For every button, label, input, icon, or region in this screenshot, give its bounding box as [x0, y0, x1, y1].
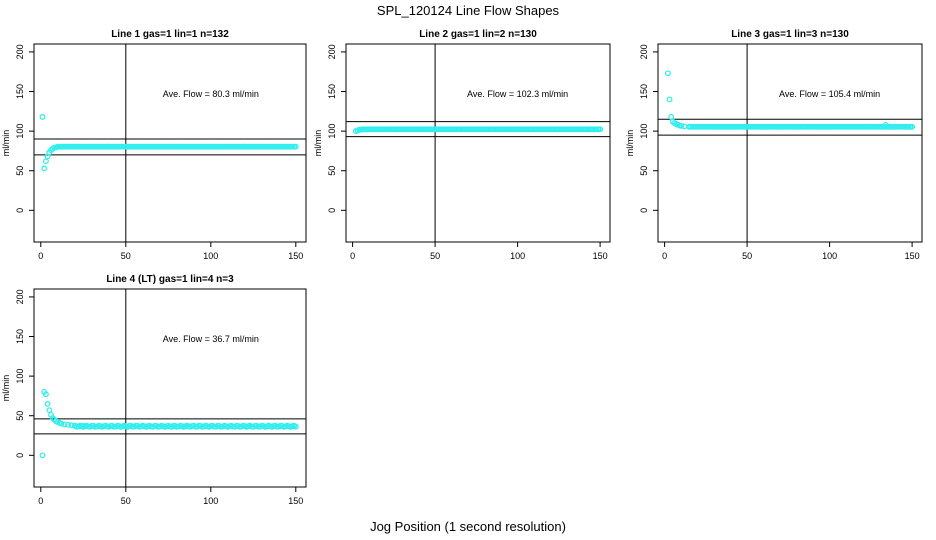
plot-frame [345, 43, 611, 243]
x-tick-label: 50 [742, 251, 752, 261]
data-point [909, 123, 916, 130]
x-tick-label: 100 [203, 496, 218, 506]
x-tick-label: 100 [510, 251, 525, 261]
data-point [61, 421, 68, 428]
x-axis-caption: Jog Position (1 second resolution) [370, 519, 566, 534]
x-tick-label: 150 [593, 251, 608, 261]
data-point [666, 96, 673, 103]
y-tick-label: 0 [327, 208, 337, 213]
data-point [41, 165, 48, 172]
data-point [58, 420, 65, 427]
plot-frame [33, 288, 307, 488]
average-flow-annotation: Ave. Flow = 36.7 ml/min [163, 334, 259, 344]
data-point [42, 391, 49, 398]
x-tick-label: 150 [288, 251, 303, 261]
y-tick-label: 0 [15, 453, 25, 458]
x-tick-label: 0 [662, 251, 667, 261]
x-tick-label: 100 [203, 251, 218, 261]
plot-frame [33, 43, 307, 243]
y-tick-label: 0 [639, 208, 649, 213]
y-tick-label: 150 [15, 329, 25, 344]
y-axis-label: ml/min [313, 130, 323, 157]
y-tick-label: 0 [15, 208, 25, 213]
x-tick-label: 0 [38, 496, 43, 506]
x-tick-label: 150 [905, 251, 920, 261]
panel-title: Line 3 gas=1 lin=3 n=130 [731, 29, 849, 40]
panel-3: Line 3 gas=1 lin=3 n=130 ml/min 0 50 100 150 0… [625, 29, 923, 261]
x-tick-label: 50 [430, 251, 440, 261]
page-title: SPL_120124 Line Flow Shapes [376, 3, 560, 18]
y-tick-label: 100 [15, 369, 25, 384]
data-point [65, 421, 71, 428]
data-point [44, 400, 51, 407]
plot-frame [657, 43, 923, 243]
data-point [664, 70, 671, 77]
y-tick-label: 150 [327, 84, 337, 99]
data-point [678, 123, 685, 129]
y-tick-label: 100 [15, 124, 25, 139]
y-tick-label: 50 [639, 166, 649, 176]
y-tick-label: 50 [15, 411, 25, 421]
panel-4: Line 4 (LT) gas=1 lin=4 n=3 ml/min 0 50 100 1… [1, 274, 307, 506]
data-point [292, 423, 299, 430]
data-point [597, 126, 604, 133]
y-tick-label: 50 [327, 166, 337, 176]
y-tick-label: 200 [15, 289, 25, 304]
y-axis-label: ml/min [1, 130, 11, 157]
data-point [68, 422, 75, 429]
panel-title: Line 4 (LT) gas=1 lin=4 n=3 [106, 274, 234, 285]
x-tick-label: 0 [350, 251, 355, 261]
x-tick-label: 150 [288, 496, 303, 506]
data-point [39, 452, 46, 459]
y-tick-label: 200 [15, 44, 25, 59]
average-flow-annotation: Ave. Flow = 102.3 ml/min [467, 89, 568, 99]
average-flow-annotation: Ave. Flow = 105.4 ml/min [779, 89, 880, 99]
panel-1: Line 1 gas=1 lin=1 n=132 ml/min 0 50 100 150 0… [1, 29, 307, 261]
y-tick-label: 150 [15, 84, 25, 99]
data-point [668, 113, 675, 120]
y-tick-label: 100 [639, 124, 649, 139]
average-flow-annotation: Ave. Flow = 80.3 ml/min [163, 89, 259, 99]
y-tick-label: 100 [327, 124, 337, 139]
y-tick-label: 200 [327, 44, 337, 59]
y-axis-label: ml/min [1, 375, 11, 402]
y-axis-label: ml/min [625, 130, 635, 157]
data-point [39, 113, 46, 120]
panel-2: Line 2 gas=1 lin=2 n=130 ml/min 0 50 100 150 0… [313, 29, 611, 261]
x-tick-label: 50 [121, 496, 131, 506]
data-point [42, 158, 49, 165]
x-tick-label: 0 [38, 251, 43, 261]
panel-title: Line 1 gas=1 lin=1 n=132 [111, 29, 229, 40]
y-tick-label: 150 [639, 84, 649, 99]
y-tick-label: 50 [15, 166, 25, 176]
data-point [46, 407, 53, 414]
y-tick-label: 200 [639, 44, 649, 59]
x-tick-label: 100 [822, 251, 837, 261]
data-point [292, 143, 299, 150]
x-tick-label: 50 [121, 251, 131, 261]
panel-title: Line 2 gas=1 lin=2 n=130 [419, 29, 537, 40]
